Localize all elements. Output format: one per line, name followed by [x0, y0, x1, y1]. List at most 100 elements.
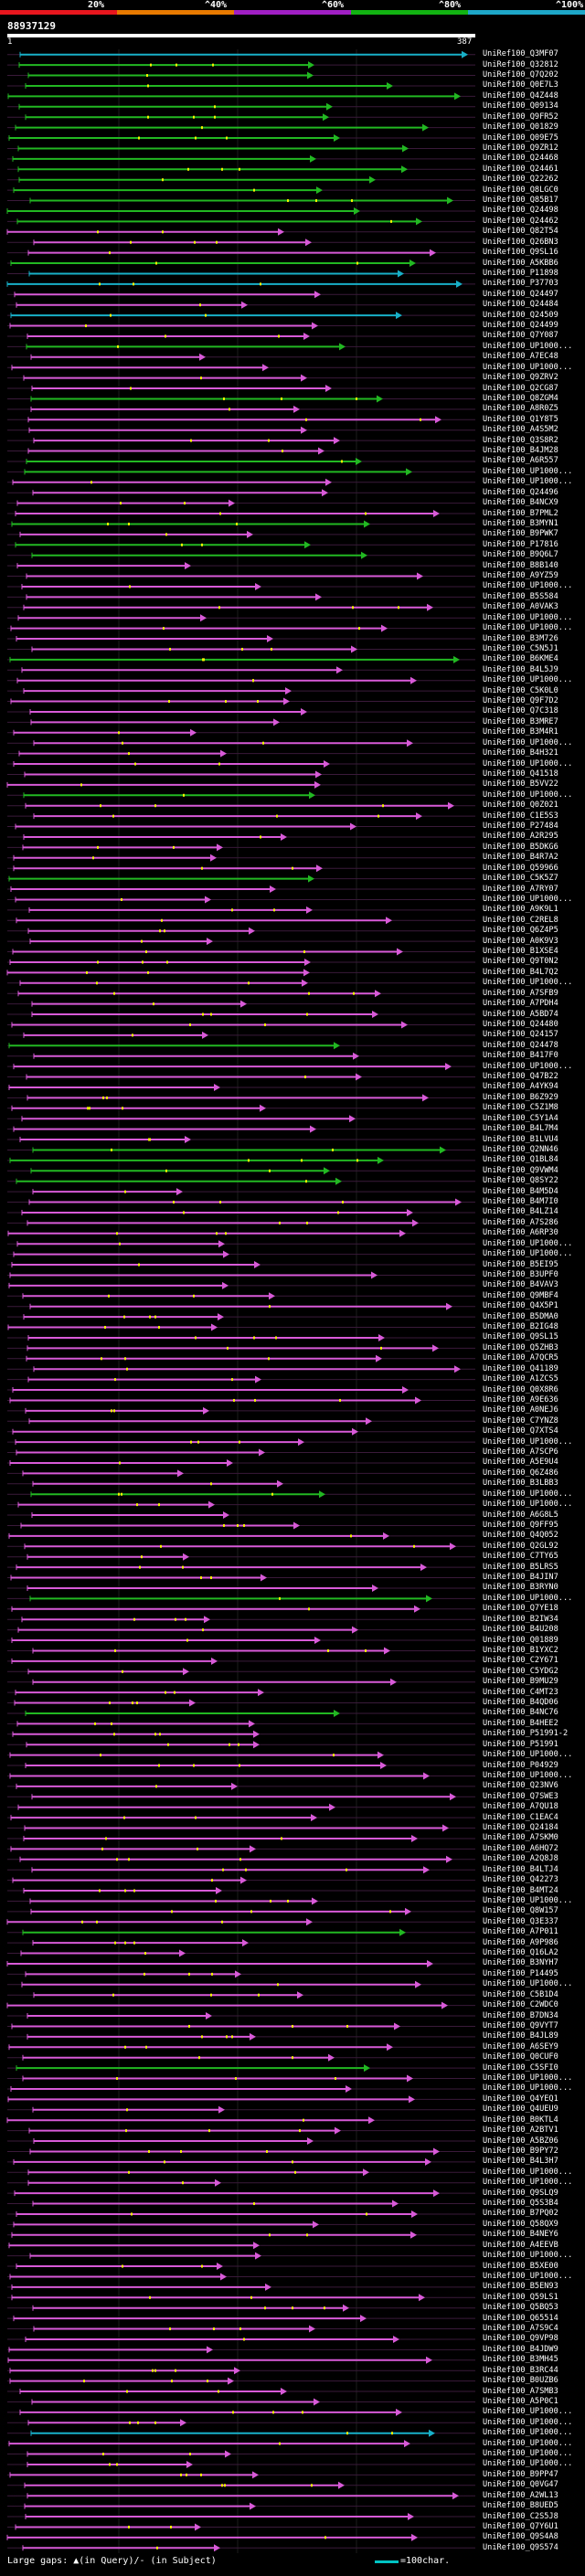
hit-label[interactable]: UniRef100_A5BD74	[483, 1009, 558, 1019]
hit-label[interactable]: UniRef100_Q9S574	[483, 2542, 558, 2552]
hit-label[interactable]: UniRef100_Q24461	[483, 164, 558, 174]
hit-label[interactable]: UniRef100_P11898	[483, 268, 558, 278]
hit-label[interactable]: UniRef100_A9P986	[483, 1937, 558, 1947]
hit-label[interactable]: UniRef100_UP1000...	[483, 894, 573, 904]
hit-label[interactable]: UniRef100_C1E5S3	[483, 811, 558, 821]
hit-label[interactable]: UniRef100_Q23NV6	[483, 1781, 558, 1791]
hit-label[interactable]: UniRef100_Q7C318	[483, 706, 558, 716]
hit-label[interactable]: UniRef100_A5E9U4	[483, 1458, 558, 1468]
hit-label[interactable]: UniRef100_B9PP47	[483, 2469, 558, 2479]
hit-label[interactable]: UniRef100_B3M4R1	[483, 727, 558, 737]
hit-label[interactable]: UniRef100_Q2NN46	[483, 1144, 558, 1154]
hit-label[interactable]: UniRef100_B0UZB6	[483, 2376, 558, 2386]
hit-label[interactable]: UniRef100_B4M7I0	[483, 1197, 558, 1207]
hit-label[interactable]: UniRef100_Q9FF95	[483, 1520, 558, 1530]
hit-label[interactable]: UniRef100_Q24497	[483, 289, 558, 299]
hit-label[interactable]: UniRef100_C5B1D4	[483, 1989, 558, 1999]
hit-label[interactable]: UniRef100_B4L7M4	[483, 1124, 558, 1134]
hit-label[interactable]: UniRef100_P04929	[483, 1760, 558, 1770]
hit-label[interactable]: UniRef100_A6HQ72	[483, 1843, 558, 1853]
hit-label[interactable]: UniRef100_A6R557	[483, 456, 558, 466]
hit-label[interactable]: UniRef100_B3M726	[483, 633, 558, 643]
hit-label[interactable]: UniRef100_A2WL13	[483, 2490, 558, 2500]
hit-label[interactable]: UniRef100_Q6Z4P5	[483, 926, 558, 936]
hit-label[interactable]: UniRef100_A6SEY9	[483, 2041, 558, 2051]
hit-label[interactable]: UniRef100_B3RYN0	[483, 1583, 558, 1593]
hit-label[interactable]: UniRef100_Q5S3B4	[483, 2199, 558, 2209]
hit-label[interactable]: UniRef100_Q01889	[483, 1635, 558, 1645]
hit-label[interactable]: UniRef100_Q9VP98	[483, 2334, 558, 2344]
hit-label[interactable]: UniRef100_Q9FR52	[483, 111, 558, 122]
hit-label[interactable]: UniRef100_B5EN93	[483, 2282, 558, 2292]
hit-label[interactable]: UniRef100_B5DMA0	[483, 1311, 558, 1321]
hit-label[interactable]: UniRef100_Q9SL15	[483, 1332, 558, 1342]
hit-label[interactable]: UniRef100_UP1000...	[483, 1249, 573, 1259]
hit-label[interactable]: UniRef100_UP1000...	[483, 612, 573, 622]
hit-label[interactable]: UniRef100_Q8W157	[483, 1906, 558, 1916]
hit-label[interactable]: UniRef100_B3NYH7	[483, 1958, 558, 1968]
hit-label[interactable]: UniRef100_B4M5D4	[483, 1186, 558, 1196]
hit-label[interactable]: UniRef100_UP1000...	[483, 2449, 573, 2459]
hit-label[interactable]: UniRef100_A7EC48	[483, 352, 558, 362]
hit-label[interactable]: UniRef100_B5VV22	[483, 779, 558, 790]
hit-label[interactable]: UniRef100_Q24509	[483, 310, 558, 320]
hit-label[interactable]: UniRef100_Q24499	[483, 321, 558, 331]
hit-label[interactable]: UniRef100_B4LTJ4	[483, 1864, 558, 1874]
hit-label[interactable]: UniRef100_Q3MF07	[483, 49, 558, 59]
hit-label[interactable]: UniRef100_UP1000...	[483, 2167, 573, 2177]
hit-label[interactable]: UniRef100_Q42273	[483, 1875, 558, 1885]
hit-label[interactable]: UniRef100_Q85B17	[483, 196, 558, 206]
hit-label[interactable]: UniRef100_Q0Z021	[483, 800, 558, 811]
hit-label[interactable]: UniRef100_UP1000...	[483, 2438, 573, 2448]
hit-label[interactable]: UniRef100_Q41189	[483, 1363, 558, 1373]
hit-label[interactable]: UniRef100_UP1000...	[483, 2251, 573, 2261]
hit-label[interactable]: UniRef100_A7P011	[483, 1927, 558, 1937]
hit-label[interactable]: UniRef100_B5DKG6	[483, 842, 558, 852]
hit-label[interactable]: UniRef100_C5YDG2	[483, 1666, 558, 1676]
hit-label[interactable]: UniRef100_A2BTV1	[483, 2125, 558, 2136]
hit-label[interactable]: UniRef100_Q24498	[483, 206, 558, 216]
hit-label[interactable]: UniRef100_Q3E337	[483, 1916, 558, 1926]
hit-label[interactable]: UniRef100_A4S5M2	[483, 425, 558, 435]
hit-label[interactable]: UniRef100_Q9T0N2	[483, 957, 558, 967]
hit-label[interactable]: UniRef100_Q41518	[483, 769, 558, 779]
hit-label[interactable]: UniRef100_Q9ZR12	[483, 143, 558, 153]
hit-label[interactable]: UniRef100_UP1000...	[483, 2178, 573, 2188]
hit-label[interactable]: UniRef100_UP1000...	[483, 466, 573, 476]
hit-label[interactable]: UniRef100_Q4Q052	[483, 1531, 558, 1541]
hit-label[interactable]: UniRef100_B4VAV3	[483, 1280, 558, 1290]
hit-label[interactable]: UniRef100_UP1000...	[483, 362, 573, 372]
hit-label[interactable]: UniRef100_Q59966	[483, 863, 558, 873]
hit-label[interactable]: UniRef100_UP1000...	[483, 978, 573, 988]
hit-label[interactable]: UniRef100_Q5ZHB3	[483, 1342, 558, 1352]
hit-label[interactable]: UniRef100_Q24496	[483, 487, 558, 497]
hit-label[interactable]: UniRef100_Q26BN3	[483, 237, 558, 247]
hit-label[interactable]: UniRef100_B4L7Q2	[483, 967, 558, 977]
hit-label[interactable]: UniRef100_B4NEY6	[483, 2230, 558, 2240]
hit-label[interactable]: UniRef100_B1XSE4	[483, 947, 558, 957]
hit-label[interactable]: UniRef100_UP1000...	[483, 1979, 573, 1989]
hit-label[interactable]: UniRef100_B4NC76	[483, 1708, 558, 1718]
hit-label[interactable]: UniRef100_A9K9L1	[483, 905, 558, 915]
hit-label[interactable]: UniRef100_UP1000...	[483, 477, 573, 487]
hit-label[interactable]: UniRef100_C2REL8	[483, 915, 558, 925]
hit-label[interactable]: UniRef100_A5P0C1	[483, 2396, 558, 2406]
hit-label[interactable]: UniRef100_P51991-2	[483, 1729, 569, 1739]
hit-label[interactable]: UniRef100_Q59LS1	[483, 2292, 558, 2302]
hit-label[interactable]: UniRef100_A7SKM0	[483, 1833, 558, 1843]
hit-label[interactable]: UniRef100_A6RP30	[483, 1228, 558, 1238]
hit-label[interactable]: UniRef100_B1YXC2	[483, 1645, 558, 1655]
hit-label[interactable]: UniRef100_UP1000...	[483, 1489, 573, 1499]
hit-label[interactable]: UniRef100_B4JIN7	[483, 1573, 558, 1583]
hit-label[interactable]: UniRef100_A5KBB6	[483, 258, 558, 268]
hit-label[interactable]: UniRef100_B7PML2	[483, 508, 558, 518]
hit-label[interactable]: UniRef100_B7PQ02	[483, 2209, 558, 2219]
hit-label[interactable]: UniRef100_C5Z1M8	[483, 1103, 558, 1113]
hit-label[interactable]: UniRef100_UP1000...	[483, 2083, 573, 2094]
hit-label[interactable]: UniRef100_A8R0Z5	[483, 404, 558, 414]
hit-label[interactable]: UniRef100_Q9S4A8	[483, 2532, 558, 2542]
hit-label[interactable]: UniRef100_B4QD06	[483, 1698, 558, 1708]
hit-label[interactable]: UniRef100_C7YNZ8	[483, 1415, 558, 1426]
hit-label[interactable]: UniRef100_UP1000...	[483, 1061, 573, 1071]
hit-label[interactable]: UniRef100_Q5BQ53	[483, 2303, 558, 2313]
